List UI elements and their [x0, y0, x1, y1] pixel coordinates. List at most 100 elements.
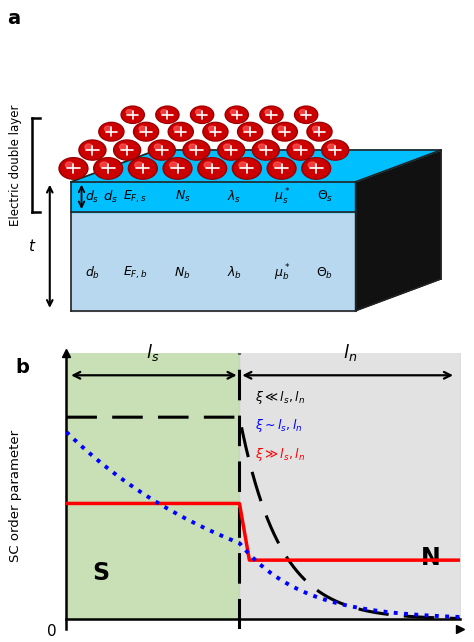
Circle shape	[323, 141, 347, 159]
Circle shape	[115, 141, 139, 159]
Circle shape	[165, 159, 190, 178]
Circle shape	[296, 107, 316, 123]
Circle shape	[273, 162, 282, 168]
Circle shape	[239, 123, 261, 140]
Text: S: S	[92, 561, 109, 585]
Circle shape	[183, 140, 210, 160]
Circle shape	[224, 144, 231, 150]
Circle shape	[258, 144, 266, 150]
Circle shape	[135, 162, 143, 168]
Circle shape	[59, 158, 88, 179]
Circle shape	[114, 140, 141, 160]
Circle shape	[170, 123, 192, 140]
Circle shape	[278, 126, 285, 132]
Circle shape	[294, 106, 318, 123]
Circle shape	[322, 140, 349, 160]
Circle shape	[293, 144, 301, 150]
Circle shape	[121, 106, 144, 123]
Circle shape	[309, 123, 330, 140]
Text: $d_s$: $d_s$	[85, 189, 100, 205]
Circle shape	[189, 144, 197, 150]
Circle shape	[274, 123, 296, 140]
Circle shape	[65, 162, 73, 168]
Circle shape	[260, 106, 283, 123]
Circle shape	[163, 158, 192, 179]
Text: b: b	[15, 358, 29, 377]
Circle shape	[218, 140, 245, 160]
Circle shape	[289, 141, 312, 159]
Circle shape	[225, 106, 248, 123]
Circle shape	[204, 162, 212, 168]
Text: $\mu_b^*$: $\mu_b^*$	[274, 263, 290, 283]
Text: SC order parameter: SC order parameter	[9, 430, 22, 562]
Circle shape	[230, 110, 237, 114]
Circle shape	[94, 158, 123, 179]
Text: $t$: $t$	[28, 238, 36, 254]
Circle shape	[100, 123, 122, 140]
Circle shape	[134, 123, 159, 141]
Text: $\lambda_s$: $\lambda_s$	[228, 189, 242, 205]
Text: $\mu_s^*$: $\mu_s^*$	[274, 187, 290, 207]
Text: 0: 0	[47, 624, 56, 639]
Circle shape	[81, 141, 104, 159]
Polygon shape	[71, 150, 441, 182]
Circle shape	[174, 126, 181, 132]
Circle shape	[157, 107, 178, 123]
Circle shape	[307, 123, 332, 141]
Circle shape	[209, 126, 216, 132]
Text: $E_{F,s}$: $E_{F,s}$	[123, 189, 147, 205]
Circle shape	[191, 106, 214, 123]
Circle shape	[85, 144, 92, 150]
Text: $\lambda_b$: $\lambda_b$	[227, 265, 242, 281]
Polygon shape	[356, 150, 441, 311]
Circle shape	[99, 123, 124, 141]
Circle shape	[184, 141, 209, 159]
Circle shape	[104, 126, 111, 132]
Circle shape	[119, 144, 127, 150]
Circle shape	[169, 162, 178, 168]
Text: $l_n$: $l_n$	[343, 342, 357, 363]
Circle shape	[265, 110, 272, 114]
Circle shape	[300, 110, 306, 114]
Circle shape	[168, 123, 193, 141]
Text: N: N	[420, 546, 440, 570]
Text: $\xi \gg l_s, l_n$: $\xi \gg l_s, l_n$	[255, 446, 305, 463]
Text: a: a	[7, 9, 20, 28]
Circle shape	[204, 123, 227, 140]
Text: $\xi \sim l_s, l_n$: $\xi \sim l_s, l_n$	[255, 417, 303, 434]
Circle shape	[161, 110, 167, 114]
Text: $N_s$: $N_s$	[174, 189, 191, 204]
Circle shape	[130, 159, 155, 178]
Circle shape	[243, 126, 250, 132]
Circle shape	[203, 123, 228, 141]
Circle shape	[232, 158, 261, 179]
Text: $\Theta_s$: $\Theta_s$	[317, 189, 333, 204]
Circle shape	[328, 144, 335, 150]
Circle shape	[198, 158, 227, 179]
Text: $N_b$: $N_b$	[174, 266, 191, 281]
Circle shape	[237, 123, 263, 141]
Circle shape	[196, 110, 202, 114]
Circle shape	[61, 159, 86, 178]
Circle shape	[200, 159, 225, 178]
Circle shape	[303, 159, 329, 178]
Circle shape	[95, 159, 121, 178]
Circle shape	[154, 144, 162, 150]
Circle shape	[261, 107, 282, 123]
Circle shape	[126, 110, 133, 114]
Circle shape	[312, 126, 319, 132]
Text: $\xi \ll l_s, l_n$: $\xi \ll l_s, l_n$	[255, 389, 305, 406]
Text: $l_s$: $l_s$	[146, 342, 160, 363]
Circle shape	[227, 107, 247, 123]
Polygon shape	[71, 182, 356, 212]
Circle shape	[79, 140, 106, 160]
Circle shape	[234, 159, 260, 178]
Circle shape	[148, 140, 175, 160]
Polygon shape	[71, 212, 356, 311]
Circle shape	[156, 106, 179, 123]
Circle shape	[302, 158, 331, 179]
Circle shape	[219, 141, 243, 159]
Circle shape	[269, 159, 294, 178]
Circle shape	[252, 140, 279, 160]
Text: $\Theta_b$: $\Theta_b$	[316, 266, 333, 281]
